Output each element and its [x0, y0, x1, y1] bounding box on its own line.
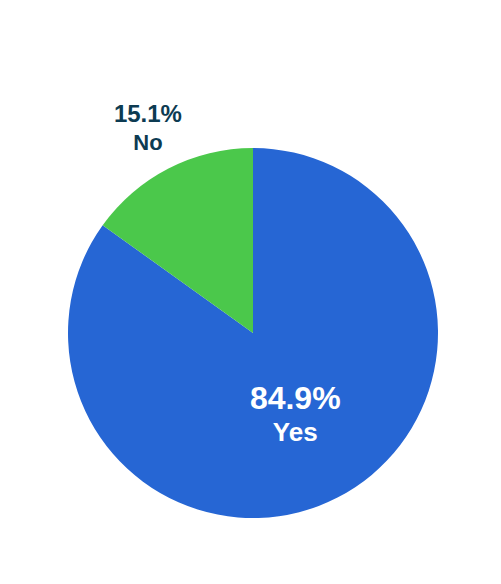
- svg-text:84.9%Yes: 84.9%Yes: [250, 380, 341, 447]
- svg-text:15.1%No: 15.1%No: [114, 100, 182, 155]
